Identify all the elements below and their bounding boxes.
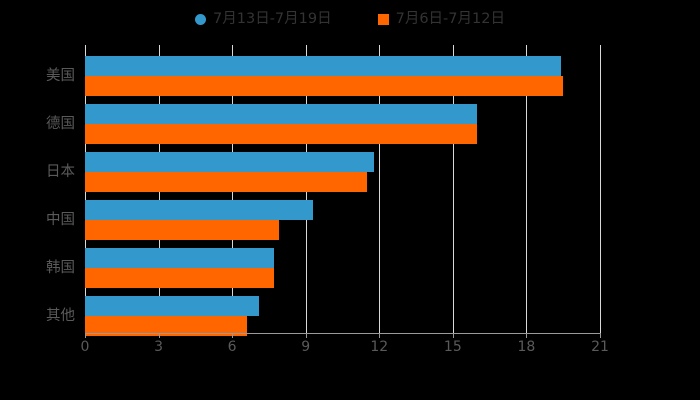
y-axis-label-3: 中国 (46, 212, 75, 228)
x-tick-12 (379, 333, 381, 338)
bar-group (85, 200, 600, 240)
x-axis-line (85, 333, 601, 334)
x-tick-21 (600, 333, 601, 338)
legend-label-series-2: 7月6日-7月12日 (395, 10, 505, 27)
x-tick-15 (452, 333, 454, 338)
y-axis-label-2: 日本 (46, 164, 75, 180)
x-tick-3 (158, 333, 160, 338)
gridline-12 (379, 45, 381, 333)
bar-group (85, 104, 600, 144)
chart-legend: 7月13日-7月19日 7月6日-7月12日 (0, 6, 700, 32)
bar-group (85, 248, 600, 288)
bar[interactable] (85, 76, 564, 96)
bar[interactable] (85, 248, 274, 268)
y-axis-label-4: 韩国 (46, 260, 75, 276)
circle-icon (195, 13, 207, 25)
square-icon (377, 13, 389, 25)
bar[interactable] (85, 152, 375, 172)
x-tick-9 (305, 333, 307, 338)
bar[interactable] (85, 104, 478, 124)
x-tick-6 (232, 333, 234, 338)
legend-item-series-2[interactable]: 7月6日-7月12日 (377, 10, 505, 27)
bar[interactable] (85, 268, 274, 288)
x-tick-label-15: 15 (443, 339, 462, 355)
y-axis-label-5: 其他 (46, 308, 75, 324)
bar[interactable] (85, 220, 279, 240)
x-tick-18 (526, 333, 528, 338)
x-tick-label-12: 12 (370, 339, 389, 355)
plot-area (85, 45, 601, 336)
bar[interactable] (85, 316, 247, 336)
bar-group (85, 296, 600, 336)
x-tick-label-9: 9 (301, 339, 311, 355)
bar[interactable] (85, 124, 478, 144)
y-axis-category-labels: 美国德国日本中国韩国其他 (0, 45, 75, 333)
gridline-18 (526, 45, 528, 333)
x-tick-label-0: 0 (80, 339, 90, 355)
x-tick-label-6: 6 (227, 339, 237, 355)
x-tick-label-3: 3 (154, 339, 164, 355)
legend-label-series-1: 7月13日-7月19日 (213, 10, 332, 27)
y-axis-label-0: 美国 (46, 68, 75, 84)
bar[interactable] (85, 172, 368, 192)
x-tick-label-21: 21 (591, 339, 609, 355)
gridline-21 (600, 45, 601, 333)
x-tick-0 (85, 333, 86, 338)
bar-group (85, 152, 600, 192)
gridline-15 (452, 45, 454, 333)
bar[interactable] (85, 200, 314, 220)
bar[interactable] (85, 296, 260, 316)
legend-item-series-1[interactable]: 7月13日-7月19日 (195, 12, 332, 27)
bar[interactable] (85, 56, 561, 76)
y-axis-label-1: 德国 (46, 116, 75, 132)
x-tick-label-18: 18 (517, 339, 536, 355)
bar-group (85, 56, 600, 96)
